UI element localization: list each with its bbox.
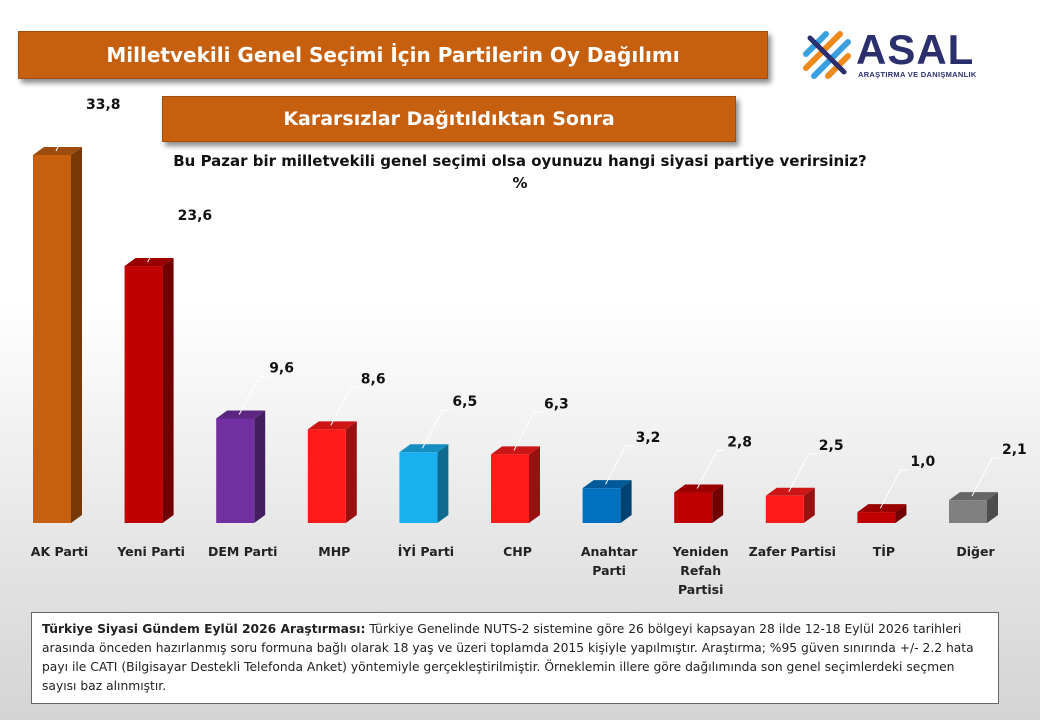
category-label-8: Zafer Partisi xyxy=(749,544,836,559)
asal-logo-mark-icon xyxy=(803,31,851,79)
bar-6 xyxy=(582,488,621,523)
value-label-6: 3,2 xyxy=(636,430,661,446)
bar-chart: 33,8 AK Parti 23,6 Yeni Parti 9,6 DEM Parti 8,… xyxy=(31,97,1027,597)
bar-0 xyxy=(33,155,71,523)
category-label-2: DEM Parti xyxy=(208,544,277,559)
value-label-7: 2,8 xyxy=(727,435,752,451)
leader-line-3 xyxy=(330,386,359,426)
leader-line-7 xyxy=(696,450,726,489)
category-label-4: İYİ Parti xyxy=(398,544,454,559)
leader-line-9 xyxy=(879,469,909,509)
bar-side-7 xyxy=(712,484,724,523)
logo-tagline: ARAŞTIRMA VE DANIŞMANLIK xyxy=(858,70,977,79)
category-label-1: Yeni Parti xyxy=(116,544,185,559)
bar-5 xyxy=(491,454,529,523)
category-label-line: CHP xyxy=(503,544,532,559)
category-label-3: MHP xyxy=(318,544,350,559)
value-label-4: 6,5 xyxy=(452,394,477,410)
survey-question: Bu Pazar bir milletvekili genel seçimi o… xyxy=(160,150,880,194)
methodology-footnote: Türkiye Siyasi Gündem Eylül 2026 Araştır… xyxy=(31,612,999,704)
value-label-9: 1,0 xyxy=(910,454,935,470)
category-label-line: Yeni Parti xyxy=(116,544,185,559)
category-label-6: Anahtar Parti xyxy=(581,544,638,578)
category-label-line: Zafer Partisi xyxy=(749,544,836,559)
bar-1 xyxy=(124,266,163,523)
asal-logo: ASAL ARAŞTIRMA VE DANIŞMANLIK xyxy=(800,26,990,86)
bar-top-5 xyxy=(491,446,540,455)
category-label-7: Yeniden Refah Partisi xyxy=(672,544,729,597)
logo-wordmark: ASAL xyxy=(856,26,975,73)
category-label-line: AK Parti xyxy=(31,544,88,559)
bar-3 xyxy=(307,429,346,523)
question-text: Bu Pazar bir milletvekili genel seçimi o… xyxy=(173,152,867,170)
bar-side-9 xyxy=(895,504,907,523)
bar-7 xyxy=(674,492,713,523)
bar-side-8 xyxy=(803,487,815,523)
value-label-5: 6,3 xyxy=(544,396,569,412)
category-label-line: DEM Parti xyxy=(208,544,277,559)
bar-side-4 xyxy=(437,444,449,523)
category-label-line: Anahtar xyxy=(581,544,638,559)
leader-line-8 xyxy=(788,453,817,493)
leader-line-2 xyxy=(238,375,268,415)
bar-top-6 xyxy=(582,480,632,489)
leader-line-0 xyxy=(55,112,84,152)
value-label-1: 23,6 xyxy=(178,208,213,224)
bar-top-7 xyxy=(674,484,724,493)
bar-side-5 xyxy=(529,446,540,523)
bar-10 xyxy=(949,500,987,523)
unit-label: % xyxy=(512,174,528,192)
category-label-0: AK Parti xyxy=(31,544,88,559)
bar-side-10 xyxy=(987,492,998,523)
bar-side-1 xyxy=(162,258,174,523)
category-label-9: TİP xyxy=(873,544,895,559)
category-label-line: Yeniden xyxy=(672,544,729,559)
bar-top-4 xyxy=(399,444,449,453)
bar-top-0 xyxy=(33,147,82,155)
bar-top-3 xyxy=(307,421,357,430)
category-label-10: Diğer xyxy=(956,544,995,559)
category-label-line: Diğer xyxy=(956,544,995,559)
category-label-line: TİP xyxy=(873,544,895,559)
bar-top-1 xyxy=(124,258,174,267)
category-label-line: Refah xyxy=(680,563,721,578)
bar-4 xyxy=(399,452,438,523)
bar-side-0 xyxy=(71,147,82,523)
bar-top-2 xyxy=(216,410,266,419)
footnote-text: Türkiye Genelinde NUTS-2 sistemine göre … xyxy=(42,622,974,693)
chart-title: Milletvekili Genel Seçimi İçin Partileri… xyxy=(18,31,768,79)
leader-line-6 xyxy=(605,445,634,485)
category-label-line: Partisi xyxy=(678,582,723,597)
bar-8 xyxy=(765,495,804,523)
value-label-3: 8,6 xyxy=(361,371,386,387)
bar-top-8 xyxy=(765,487,815,496)
leader-line-4 xyxy=(421,409,451,449)
value-label-2: 9,6 xyxy=(269,360,294,376)
leader-line-1 xyxy=(147,223,176,263)
category-label-line: MHP xyxy=(318,544,350,559)
bar-top-9 xyxy=(857,504,907,513)
bar-side-2 xyxy=(254,410,266,523)
leader-line-5 xyxy=(513,411,542,451)
bar-2 xyxy=(216,418,255,523)
bar-top-10 xyxy=(949,492,998,501)
value-label-10: 2,1 xyxy=(1002,442,1027,458)
value-label-8: 2,5 xyxy=(819,438,844,454)
bar-side-6 xyxy=(620,480,632,523)
category-label-5: CHP xyxy=(503,544,532,559)
category-label-line: İYİ Parti xyxy=(398,544,454,559)
bar-side-3 xyxy=(345,421,357,523)
bar-9 xyxy=(857,512,896,523)
value-label-0: 33,8 xyxy=(86,97,121,113)
category-label-line: Parti xyxy=(592,563,626,578)
footnote-title: Türkiye Siyasi Gündem Eylül 2026 Araştır… xyxy=(42,622,366,636)
leader-line-10 xyxy=(971,457,1000,497)
chart-subtitle: Kararsızlar Dağıtıldıktan Sonra xyxy=(162,96,736,142)
